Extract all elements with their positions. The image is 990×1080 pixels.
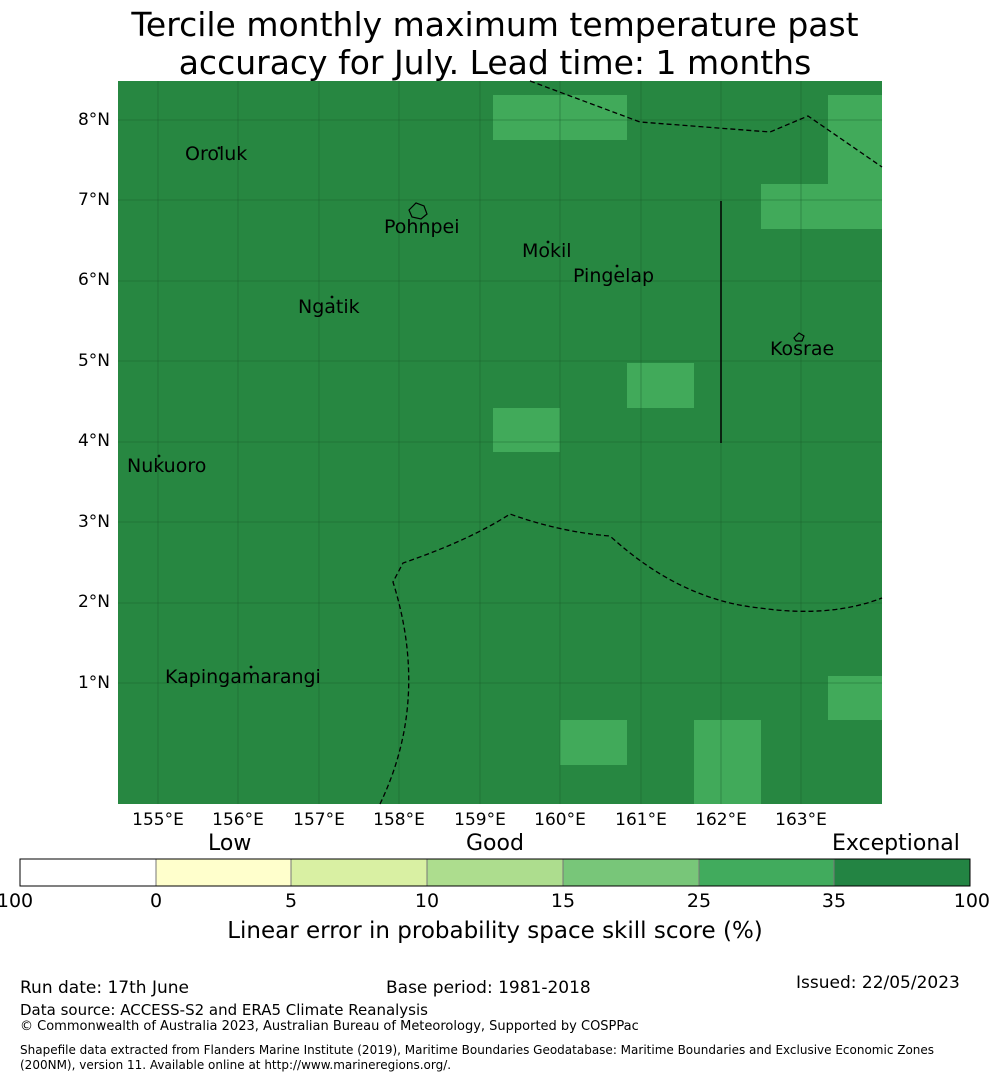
colorbar-segment bbox=[699, 859, 834, 886]
label-oroluk: Oroluk bbox=[185, 143, 247, 165]
lon-label: 155°E bbox=[132, 810, 184, 830]
skill-cell bbox=[761, 184, 882, 229]
colorbar-segment bbox=[563, 859, 699, 886]
colorbar bbox=[19, 858, 971, 887]
label-mokil: Mokil bbox=[522, 240, 572, 262]
colorbar-segment bbox=[834, 859, 970, 886]
base-period: Base period: 1981-2018 bbox=[386, 978, 591, 998]
lon-label: 156°E bbox=[212, 810, 264, 830]
lat-label: 4°N bbox=[77, 431, 110, 451]
colorbar-category-good: Good bbox=[466, 831, 524, 856]
colorbar-tick: 25 bbox=[686, 890, 712, 912]
eez-boundaries bbox=[379, 80, 883, 805]
lat-label: 8°N bbox=[77, 110, 110, 130]
lon-label: 158°E bbox=[373, 810, 425, 830]
colorbar-segment bbox=[20, 859, 156, 886]
skill-cell bbox=[694, 720, 761, 804]
lon-label: 163°E bbox=[775, 810, 827, 830]
kosrae-island-outline bbox=[793, 332, 805, 342]
title-line-2: accuracy for July. Lead time: 1 months bbox=[178, 43, 812, 82]
island-dot bbox=[249, 665, 253, 669]
copyright: © Commonwealth of Australia 2023, Austra… bbox=[20, 1019, 639, 1034]
place-labels: Oroluk Pohnpei Mokil Pingelap Ngatik Kos… bbox=[127, 143, 834, 688]
colorbar-segment bbox=[291, 859, 427, 886]
colorbar-tick: 10 bbox=[414, 890, 440, 912]
pohnpei-island-outline bbox=[408, 202, 428, 220]
lat-label: 5°N bbox=[77, 351, 110, 371]
lon-label: 160°E bbox=[534, 810, 586, 830]
colorbar-label: Linear error in probability space skill … bbox=[227, 918, 763, 944]
lat-label: 1°N bbox=[77, 673, 110, 693]
colorbar-tick: 0 bbox=[149, 890, 163, 912]
island-dot bbox=[217, 146, 221, 150]
data-source: Data source: ACCESS-S2 and ERA5 Climate … bbox=[20, 1001, 428, 1019]
lat-label: 3°N bbox=[77, 512, 110, 532]
island-dot bbox=[330, 295, 334, 299]
island-dot bbox=[157, 454, 161, 458]
run-date: Run date: 17th June bbox=[20, 978, 189, 998]
colorbar-frame bbox=[19, 858, 971, 887]
colorbar-category-low: Low bbox=[208, 831, 252, 856]
lon-label: 157°E bbox=[293, 810, 345, 830]
colorbar-tick: -100 bbox=[0, 890, 34, 912]
skill-cell bbox=[828, 95, 882, 184]
label-ngatik: Ngatik bbox=[298, 296, 360, 318]
eez-boundary-south bbox=[379, 513, 883, 805]
colorbar-tick: 5 bbox=[284, 890, 298, 912]
label-kosrae: Kosrae bbox=[770, 338, 834, 360]
issued-date: Issued: 22/05/2023 bbox=[796, 973, 960, 993]
skill-cell bbox=[627, 363, 694, 408]
colorbar-segment bbox=[427, 859, 563, 886]
shapefile-credit: Shapefile data extracted from Flanders M… bbox=[20, 1043, 935, 1072]
label-pohnpei: Pohnpei bbox=[384, 216, 460, 238]
lat-label: 2°N bbox=[77, 592, 110, 612]
island-dot bbox=[546, 240, 550, 244]
islands bbox=[157, 146, 805, 669]
skill-cell bbox=[493, 408, 560, 452]
title-line-1: Tercile monthly maximum temperature past bbox=[131, 5, 859, 44]
gridlines bbox=[118, 81, 882, 804]
colorbar-tick: 100 bbox=[953, 890, 990, 912]
colorbar-tick: 15 bbox=[550, 890, 576, 912]
lon-label: 159°E bbox=[454, 810, 506, 830]
label-nukuoro: Nukuoro bbox=[127, 455, 206, 477]
lon-label: 162°E bbox=[695, 810, 747, 830]
island-dot bbox=[615, 264, 619, 268]
colorbar-tick: 35 bbox=[821, 890, 847, 912]
colorbar-segment bbox=[156, 859, 291, 886]
colorbar-category-exceptional: Exceptional bbox=[832, 831, 960, 856]
label-pingelap: Pingelap bbox=[573, 265, 654, 287]
label-kapingamarangi: Kapingamarangi bbox=[165, 666, 321, 688]
lat-label: 7°N bbox=[77, 190, 110, 210]
lon-label: 161°E bbox=[615, 810, 667, 830]
lat-label: 6°N bbox=[77, 270, 110, 290]
map-title: Tercile monthly maximum temperature past… bbox=[0, 6, 990, 82]
skill-cell bbox=[560, 720, 627, 765]
